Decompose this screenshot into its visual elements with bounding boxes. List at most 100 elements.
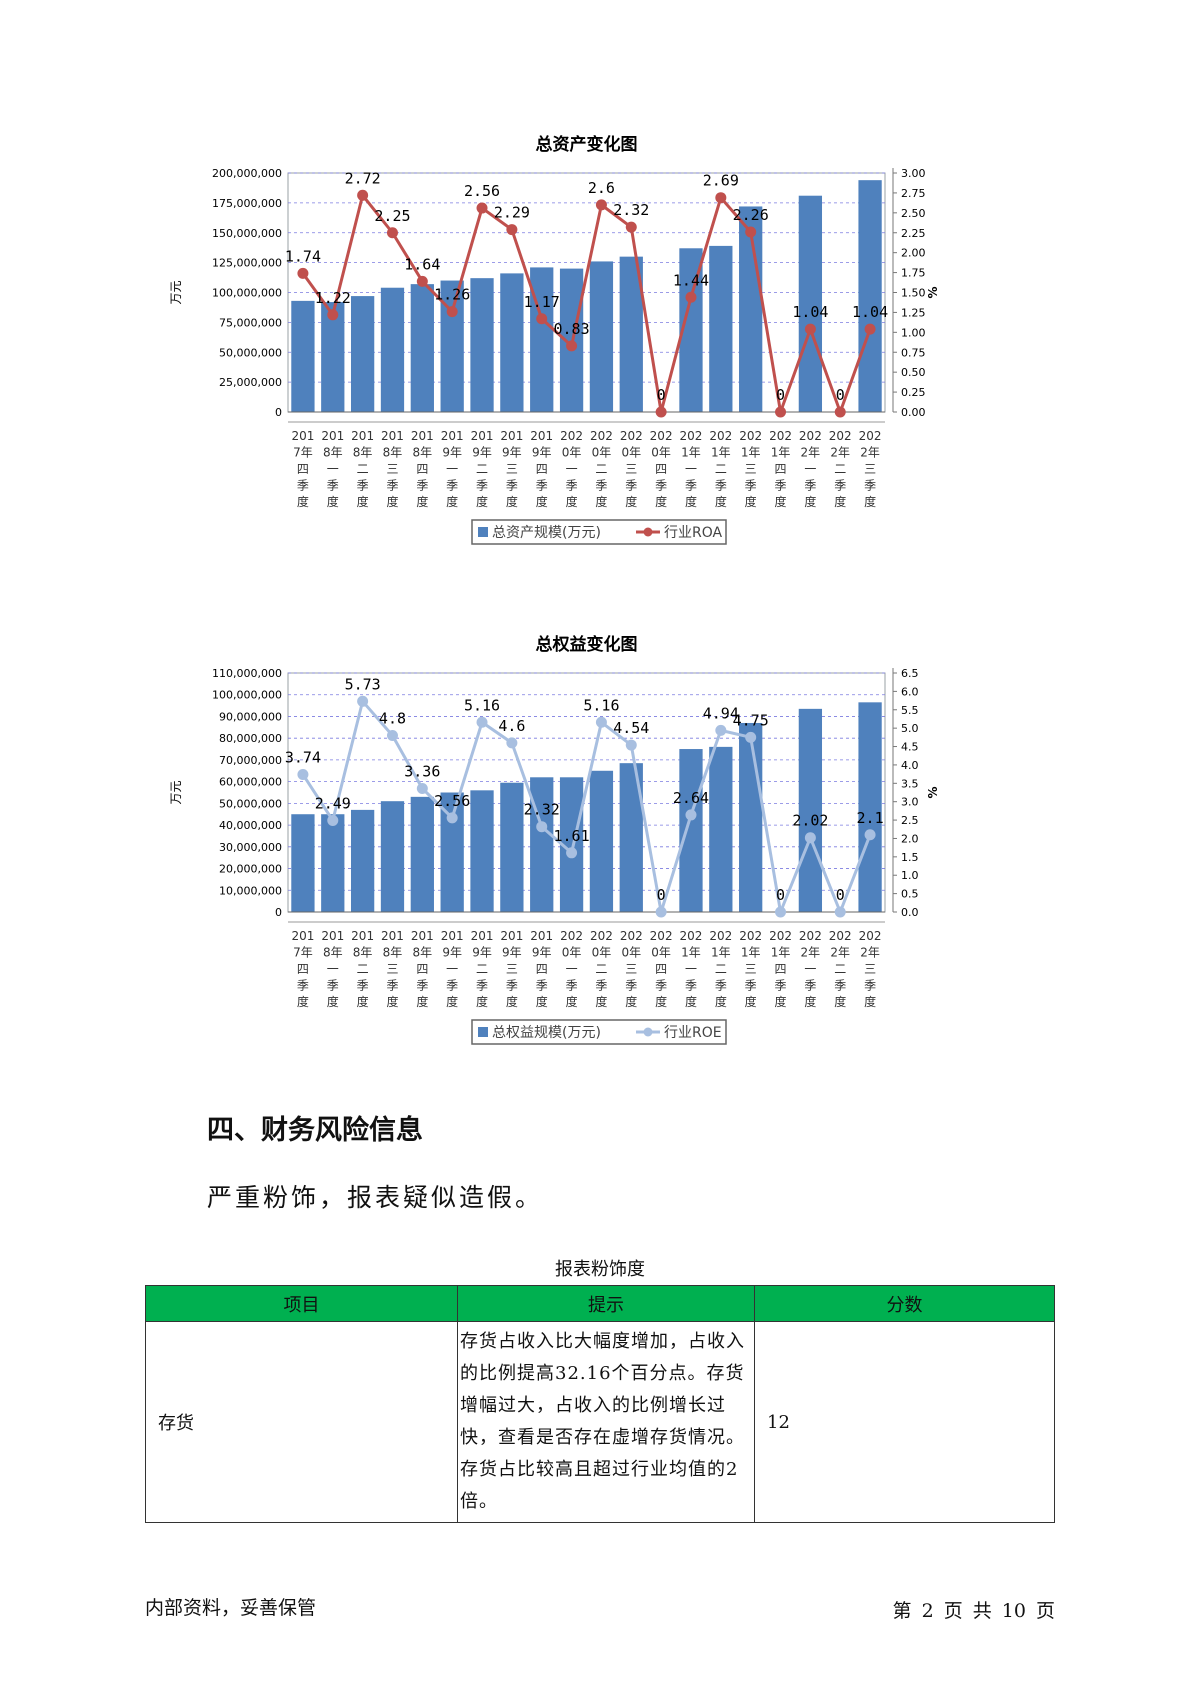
footer-confidential: 内部资料，妥善保管 (145, 1597, 317, 1619)
assets-y-tick-label: 125,000,000 (212, 257, 282, 270)
assets-data-label: 2.56 (464, 182, 500, 200)
equity-y-tick-label: 10,000,000 (219, 884, 282, 897)
equity-line-point (804, 832, 816, 844)
header-item: 项目 (145, 1285, 458, 1322)
equity-y2-tick-label: 4.5 (901, 741, 919, 754)
cell-score: 12 (754, 1321, 1055, 1523)
assets-y-axis-title: 万元 (169, 280, 183, 304)
section-heading: 四、财务风险信息 (207, 1115, 423, 1146)
assets-line-point (297, 267, 309, 279)
equity-y2-tick-label: 3.5 (901, 777, 919, 790)
equity-y-tick-label: 100,000,000 (212, 689, 282, 702)
assets-x-tick-label: 201 8年一季度 (321, 429, 344, 509)
assets-legend-line-marker (643, 527, 653, 537)
assets-chart-title: 总资产变化图 (536, 134, 638, 155)
equity-data-label: 5.16 (464, 696, 500, 714)
equity-line-point (625, 739, 637, 751)
assets-bar (380, 287, 405, 412)
equity-y2-tick-label: 5.5 (901, 704, 919, 717)
equity-x-tick-label: 202 0年三季度 (620, 929, 643, 1009)
equity-line-point (595, 716, 607, 728)
assets-line-point (775, 406, 787, 418)
assets-bar (589, 261, 614, 412)
table-header-row: 项目 提示 分数 (145, 1285, 1055, 1322)
assets-x-tick-label: 201 9年四季度 (530, 429, 553, 509)
equity-data-label: 2.56 (434, 792, 470, 810)
equity-legend-line-marker (643, 1027, 653, 1037)
equity-legend-bar-label: 总权益规模(万元) (492, 1025, 601, 1041)
equity-bar (291, 814, 315, 912)
equity-y2-tick-label: 2.5 (901, 814, 919, 827)
equity-y-axis-title: 万元 (169, 780, 183, 804)
equity-data-label: 4.75 (733, 711, 769, 729)
assets-y2-tick-label: 2.25 (901, 227, 926, 240)
equity-data-label: 4.8 (379, 710, 406, 728)
assets-data-label: 1.04 (792, 303, 828, 321)
equity-line-point (775, 906, 787, 918)
assets-x-tick-label: 202 0年一季度 (560, 429, 583, 509)
assets-line-point (536, 313, 548, 325)
assets-line-point (655, 406, 667, 418)
equity-legend: 总权益规模(万元) 行业ROE (471, 1019, 727, 1045)
assets-line-point (864, 323, 876, 335)
equity-y-tick-label: 20,000,000 (219, 863, 282, 876)
equity-bar (679, 749, 703, 912)
assets-bar (798, 195, 823, 412)
equity-data-label: 2.49 (315, 794, 351, 812)
assets-data-label: 2.26 (733, 206, 769, 224)
assets-legend-bar-swatch (478, 527, 488, 537)
assets-y2-axis-title: % (926, 286, 940, 298)
assets-data-label: 1.64 (404, 255, 440, 273)
equity-y2-tick-label: 0.5 (901, 888, 919, 901)
table-caption: 报表粉饰度 (555, 1259, 645, 1280)
assets-legend-bar-label: 总资产规模(万元) (492, 525, 601, 541)
equity-x-tick-label: 202 1年二季度 (709, 929, 732, 1009)
assets-legend: 总资产规模(万元) 行业ROA (471, 519, 727, 545)
equity-x-tick-label: 201 9年二季度 (471, 929, 494, 1009)
assets-y-tick-label: 175,000,000 (212, 197, 282, 210)
equity-bar (559, 777, 584, 912)
assets-bar (321, 302, 345, 412)
equity-y2-tick-label: 6.5 (901, 667, 919, 680)
equity-y-tick-label: 90,000,000 (219, 710, 282, 723)
assets-x-tick-label: 201 9年三季度 (500, 429, 523, 509)
assets-bar (350, 296, 375, 412)
equity-data-label: 5.73 (345, 675, 381, 693)
equity-bar (619, 763, 643, 912)
assets-data-label: 0 (836, 386, 845, 404)
equity-bar (350, 809, 375, 912)
equity-line-point (506, 737, 518, 749)
assets-bar (739, 206, 763, 412)
equity-y-tick-label: 30,000,000 (219, 841, 282, 854)
equity-bar (798, 708, 823, 912)
equity-x-tick-label: 201 7年四季度 (291, 929, 314, 1009)
equity-line-point (416, 782, 428, 794)
equity-bar (858, 702, 882, 912)
assets-y2-tick-label: 2.75 (901, 187, 926, 200)
assets-y2-tick-label: 0.00 (901, 406, 926, 419)
assets-data-label: 1.44 (673, 271, 709, 289)
section-text: 严重粉饰，报表疑似造假。 (207, 1183, 544, 1212)
risk-table: 项目 提示 分数 存货 存货占收入比大幅度增加，占收入的比例提高32.16个百分… (145, 1285, 1055, 1523)
equity-y2-tick-label: 0.0 (901, 906, 919, 919)
equity-x-tick-label: 202 1年四季度 (769, 929, 792, 1009)
equity-bar (709, 746, 733, 912)
equity-bar (321, 814, 345, 912)
assets-y2-tick-label: 2.00 (901, 247, 926, 260)
equity-data-label: 4.94 (703, 704, 739, 722)
equity-bar (410, 796, 434, 912)
equity-y2-tick-label: 1.5 (901, 851, 919, 864)
assets-x-tick-label: 202 2年一季度 (799, 429, 822, 509)
assets-data-label: 2.6 (588, 179, 615, 197)
equity-line-point (386, 730, 398, 742)
assets-data-label: 0 (657, 386, 666, 404)
assets-line-point (834, 406, 846, 418)
assets-data-label: 1.17 (524, 293, 560, 311)
assets-data-label: 1.22 (315, 289, 351, 307)
assets-chart-svg: 总资产变化图 0 25,000,000 50,000,000 75,000,000 100… (169, 134, 940, 545)
assets-bar (291, 300, 315, 412)
assets-x-tick-label: 202 0年二季度 (590, 429, 613, 509)
assets-bar (619, 256, 643, 412)
assets-line-point (745, 226, 757, 238)
assets-data-label: 1.74 (285, 247, 321, 265)
